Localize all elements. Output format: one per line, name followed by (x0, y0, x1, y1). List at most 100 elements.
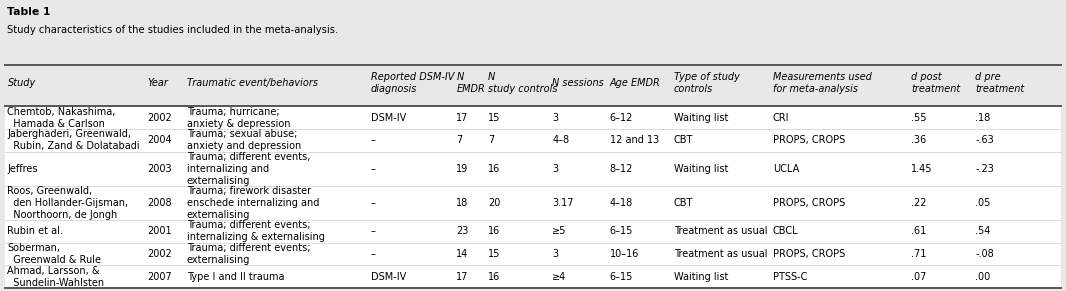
Text: Trauma; hurricane;
anxiety & depression: Trauma; hurricane; anxiety & depression (187, 107, 290, 129)
Text: .05: .05 (975, 198, 990, 208)
Text: –: – (371, 198, 376, 208)
Text: Study characteristics of the studies included in the meta-analysis.: Study characteristics of the studies inc… (7, 25, 339, 35)
Text: .61: .61 (911, 226, 926, 236)
Bar (5, 106, 1061, 129)
Text: Type of study
controls: Type of study controls (674, 72, 740, 94)
Text: 4–18: 4–18 (610, 198, 633, 208)
Text: CRI: CRI (773, 113, 789, 123)
Text: 1.45: 1.45 (911, 164, 933, 174)
Text: 18: 18 (456, 198, 468, 208)
Text: 6–15: 6–15 (610, 272, 633, 282)
Text: Treatment as usual: Treatment as usual (674, 249, 768, 259)
Text: Table 1: Table 1 (7, 7, 51, 17)
Text: .22: .22 (911, 198, 927, 208)
Text: 6–12: 6–12 (610, 113, 633, 123)
Text: UCLA: UCLA (773, 164, 800, 174)
Bar (5, 243, 1061, 265)
Text: CBT: CBT (674, 135, 693, 145)
Text: 17: 17 (456, 272, 469, 282)
Text: Jaberghaderi, Greenwald,
  Rubin, Zand & Dolatabadi: Jaberghaderi, Greenwald, Rubin, Zand & D… (7, 129, 140, 151)
Text: 16: 16 (488, 272, 500, 282)
Text: 10–16: 10–16 (610, 249, 640, 259)
Text: 2002: 2002 (147, 113, 172, 123)
Text: Trauma; different events;
internalizing & externalising: Trauma; different events; internalizing … (187, 220, 324, 242)
Text: d post
treatment: d post treatment (911, 72, 960, 94)
Text: Traumatic event/behaviors: Traumatic event/behaviors (187, 78, 318, 88)
Text: 17: 17 (456, 113, 469, 123)
Bar (5, 129, 1061, 152)
Text: Trauma; firework disaster
enschede internalizing and
externalising: Trauma; firework disaster enschede inter… (187, 186, 319, 220)
Text: –: – (371, 249, 376, 259)
Text: 15: 15 (488, 113, 501, 123)
Text: PROPS, CROPS: PROPS, CROPS (773, 135, 845, 145)
Text: 2008: 2008 (147, 198, 172, 208)
Text: Roos, Greenwald,
  den Hollander-Gijsman,
  Noorthoorn, de Jongh: Roos, Greenwald, den Hollander-Gijsman, … (7, 186, 129, 220)
Text: Measurements used
for meta-analysis: Measurements used for meta-analysis (773, 72, 872, 94)
Text: DSM-IV: DSM-IV (371, 272, 406, 282)
Text: Trauma; different events,
internalizing and
externalising: Trauma; different events, internalizing … (187, 152, 310, 186)
Text: 2007: 2007 (147, 272, 172, 282)
Text: -.63: -.63 (975, 135, 995, 145)
Text: PROPS, CROPS: PROPS, CROPS (773, 249, 845, 259)
Text: -.23: -.23 (975, 164, 995, 174)
Text: Waiting list: Waiting list (674, 164, 728, 174)
Text: 2003: 2003 (147, 164, 172, 174)
Text: –: – (371, 226, 376, 236)
Text: .54: .54 (975, 226, 990, 236)
Text: .18: .18 (975, 113, 990, 123)
Text: 12 and 13: 12 and 13 (610, 135, 659, 145)
Text: Trauma; sexual abuse;
anxiety and depression: Trauma; sexual abuse; anxiety and depres… (187, 129, 301, 151)
Text: ≥4: ≥4 (552, 272, 566, 282)
Text: Ahmad, Larsson, &
  Sundelin-Wahlsten: Ahmad, Larsson, & Sundelin-Wahlsten (7, 266, 104, 288)
Bar (5, 220, 1061, 243)
Text: Treatment as usual: Treatment as usual (674, 226, 768, 236)
Text: CBT: CBT (674, 198, 693, 208)
Text: –: – (371, 164, 376, 174)
Text: 2004: 2004 (147, 135, 172, 145)
Text: 14: 14 (456, 249, 468, 259)
Text: 6–15: 6–15 (610, 226, 633, 236)
Text: 3: 3 (552, 164, 559, 174)
Text: 16: 16 (488, 226, 500, 236)
Text: PROPS, CROPS: PROPS, CROPS (773, 198, 845, 208)
Text: .00: .00 (975, 272, 990, 282)
Text: Year: Year (147, 78, 168, 88)
Text: Trauma; different events;
externalising: Trauma; different events; externalising (187, 243, 310, 265)
Text: Rubin et al.: Rubin et al. (7, 226, 63, 236)
Text: 8–12: 8–12 (610, 164, 633, 174)
Text: PTSS-C: PTSS-C (773, 272, 807, 282)
Bar (5, 152, 1061, 186)
Text: -.08: -.08 (975, 249, 995, 259)
Text: 2002: 2002 (147, 249, 172, 259)
Text: .07: .07 (911, 272, 926, 282)
Text: N
study controls: N study controls (488, 72, 558, 94)
Text: 3.17: 3.17 (552, 198, 574, 208)
Text: Waiting list: Waiting list (674, 272, 728, 282)
Text: Reported DSM-IV
diagnosis: Reported DSM-IV diagnosis (371, 72, 454, 94)
Text: 23: 23 (456, 226, 469, 236)
Text: .71: .71 (911, 249, 926, 259)
Text: 4–8: 4–8 (552, 135, 569, 145)
Text: 2001: 2001 (147, 226, 172, 236)
Text: 15: 15 (488, 249, 501, 259)
Bar (5, 265, 1061, 288)
Text: 3: 3 (552, 249, 559, 259)
Text: Study: Study (7, 78, 36, 88)
Text: 20: 20 (488, 198, 501, 208)
Text: 7: 7 (488, 135, 495, 145)
Text: d pre
treatment: d pre treatment (975, 72, 1024, 94)
Text: 16: 16 (488, 164, 500, 174)
Text: Chemtob, Nakashima,
  Hamada & Carlson: Chemtob, Nakashima, Hamada & Carlson (7, 107, 116, 129)
Text: N sessions: N sessions (552, 78, 604, 88)
Text: Type I and II trauma: Type I and II trauma (187, 272, 284, 282)
Text: DSM-IV: DSM-IV (371, 113, 406, 123)
Text: .36: .36 (911, 135, 926, 145)
Text: 3: 3 (552, 113, 559, 123)
Text: Waiting list: Waiting list (674, 113, 728, 123)
Text: Age EMDR: Age EMDR (610, 78, 661, 88)
Bar (5, 186, 1061, 220)
Text: 7: 7 (456, 135, 463, 145)
Text: N
EMDR: N EMDR (456, 72, 485, 94)
Text: Jeffres: Jeffres (7, 164, 38, 174)
Text: ≥5: ≥5 (552, 226, 566, 236)
